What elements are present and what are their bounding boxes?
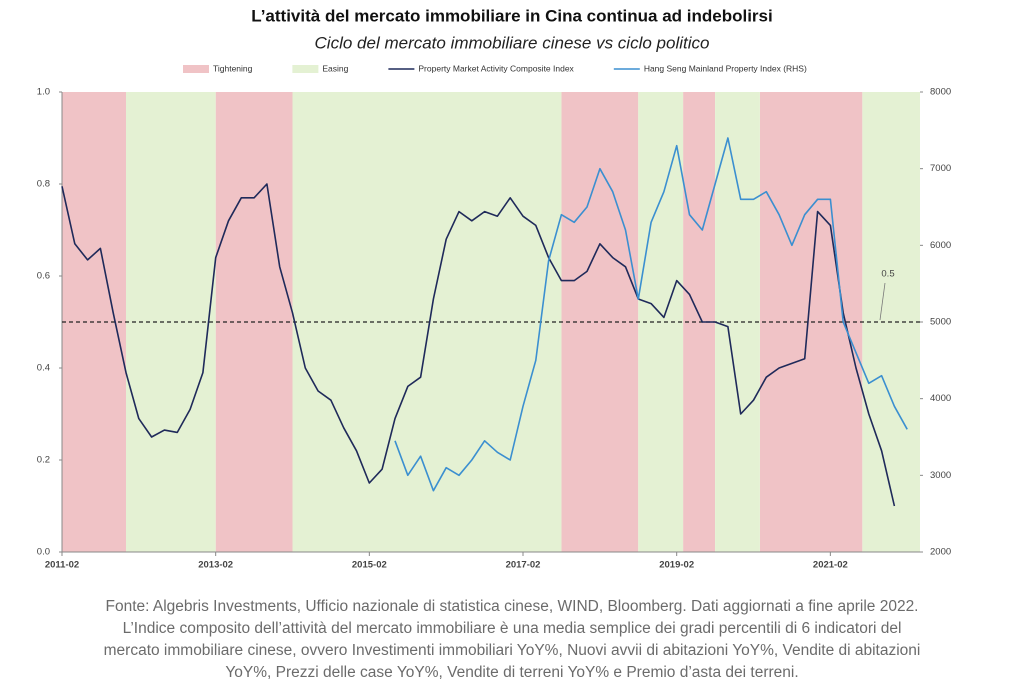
source-line: Fonte: Algebris Investments, Ufficio naz… <box>105 598 919 615</box>
y-tick-label: 1.0 <box>37 87 50 98</box>
legend-label: Property Market Activity Composite Index <box>418 63 574 73</box>
source-line: L’Indice composito dell’attività del mer… <box>122 620 902 637</box>
legend-label: Easing <box>322 63 348 73</box>
y2-tick-label: 7000 <box>930 163 951 174</box>
source-line: YoY%, Prezzi delle case YoY%, Vendite di… <box>225 664 799 681</box>
y-tick-label: 0.4 <box>37 363 50 374</box>
legend-label: Hang Seng Mainland Property Index (RHS) <box>644 63 807 73</box>
source-line: mercato immobiliare cinese, ovvero Inves… <box>103 642 921 659</box>
chart-subtitle: Ciclo del mercato immobiliare cinese vs … <box>315 33 710 52</box>
y-tick-label: 0.8 <box>37 179 50 190</box>
series-line <box>61 183 896 507</box>
y-tick-label: 0.2 <box>37 455 50 466</box>
x-tick-label: 2019-02 <box>659 560 694 571</box>
y2-tick-label: 6000 <box>930 240 951 251</box>
y2-tick-label: 8000 <box>930 87 951 98</box>
y2-tick-label: 2000 <box>930 547 951 558</box>
y-tick-label: 0.6 <box>37 271 50 282</box>
chart-title: L’attività del mercato immobiliare in Ci… <box>251 6 772 25</box>
y2-tick-label: 3000 <box>930 470 951 481</box>
y-tick-label: 0.0 <box>37 547 50 558</box>
legend-swatch <box>183 65 209 73</box>
x-tick-label: 2015-02 <box>352 560 387 571</box>
annotation-leader <box>879 282 886 321</box>
series-line <box>394 137 908 492</box>
y2-tick-label: 4000 <box>930 393 951 404</box>
y2-tick-label: 5000 <box>930 317 951 328</box>
legend-label: Tightening <box>213 63 253 73</box>
chart: L’attività del mercato immobiliare in Ci… <box>37 6 951 571</box>
reference-label: 0.5 <box>881 269 894 280</box>
x-tick-label: 2011-02 <box>45 560 79 571</box>
source-note: Fonte: Algebris Investments, Ufficio naz… <box>0 596 1024 684</box>
period-band <box>561 92 639 552</box>
x-tick-label: 2017-02 <box>506 560 541 571</box>
x-tick-label: 2021-02 <box>813 560 848 571</box>
x-tick-label: 2013-02 <box>198 560 233 571</box>
legend-swatch <box>292 65 319 73</box>
